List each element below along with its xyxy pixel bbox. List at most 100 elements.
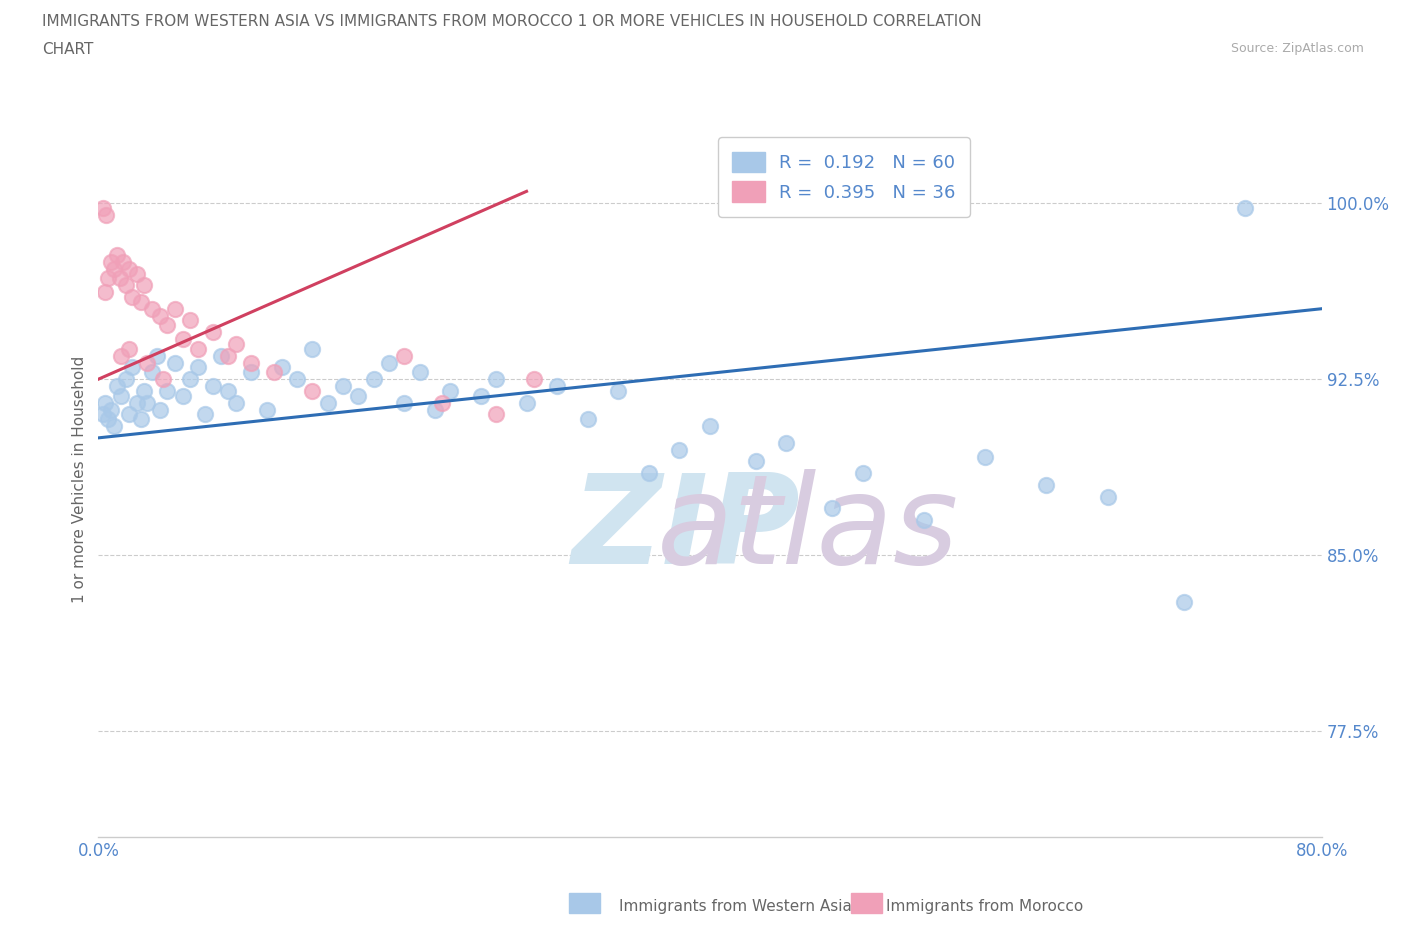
Point <box>179 372 201 387</box>
Text: atlas: atlas <box>657 469 959 590</box>
Point <box>129 412 152 427</box>
Point <box>485 372 508 387</box>
Point <box>121 289 143 304</box>
Text: ZIP: ZIP <box>571 469 800 590</box>
Point <box>93 285 115 299</box>
Point <box>576 412 599 427</box>
Point <box>516 395 538 410</box>
Point <box>105 379 128 393</box>
Point <box>97 271 120 286</box>
Point <box>1097 489 1119 504</box>
Point <box>263 365 285 379</box>
Point <box>136 395 159 410</box>
Point <box>316 395 339 410</box>
Point <box>470 388 492 403</box>
Point <box>1173 595 1195 610</box>
Point <box>108 271 131 286</box>
Point <box>392 348 416 363</box>
Point <box>637 466 661 481</box>
Point <box>347 388 370 403</box>
Text: Immigrants from Morocco: Immigrants from Morocco <box>886 899 1083 914</box>
Point <box>821 501 844 516</box>
Point <box>103 261 125 276</box>
Text: CHART: CHART <box>42 42 94 57</box>
Point <box>141 365 163 379</box>
Point <box>105 247 128 262</box>
Point <box>202 379 225 393</box>
Point <box>97 412 120 427</box>
Point <box>270 360 294 375</box>
Point <box>141 301 163 316</box>
Point <box>974 449 997 464</box>
Point <box>91 200 114 215</box>
Y-axis label: 1 or more Vehicles in Household: 1 or more Vehicles in Household <box>72 355 87 603</box>
Point <box>332 379 354 393</box>
Point <box>121 360 143 375</box>
Point <box>285 372 308 387</box>
Point <box>392 395 416 410</box>
Point <box>118 407 141 422</box>
Text: IMMIGRANTS FROM WESTERN ASIA VS IMMIGRANTS FROM MOROCCO 1 OR MORE VEHICLES IN HO: IMMIGRANTS FROM WESTERN ASIA VS IMMIGRAN… <box>42 14 981 29</box>
Point <box>115 278 138 293</box>
Point <box>136 355 159 370</box>
Point <box>607 383 630 398</box>
Point <box>134 278 156 293</box>
Point <box>115 372 138 387</box>
Point <box>94 207 117 222</box>
Point <box>256 403 278 418</box>
Point <box>103 418 125 433</box>
Point <box>111 254 134 269</box>
Point <box>100 403 122 418</box>
Point <box>93 395 115 410</box>
Point <box>149 309 172 324</box>
Point <box>523 372 546 387</box>
Point <box>745 454 768 469</box>
Point <box>187 360 209 375</box>
Point <box>423 403 446 418</box>
Text: Immigrants from Western Asia: Immigrants from Western Asia <box>619 899 852 914</box>
Point <box>91 407 114 422</box>
Point <box>110 348 132 363</box>
Point <box>125 395 148 410</box>
Point <box>1234 200 1257 215</box>
Point <box>225 395 247 410</box>
Point <box>439 383 461 398</box>
Point <box>1035 477 1057 492</box>
Point <box>172 388 194 403</box>
Point <box>145 348 167 363</box>
Point <box>301 341 323 356</box>
Point <box>775 435 797 450</box>
Point <box>378 355 401 370</box>
Point <box>118 341 141 356</box>
Point <box>187 341 209 356</box>
Point <box>546 379 568 393</box>
Text: Source: ZipAtlas.com: Source: ZipAtlas.com <box>1230 42 1364 55</box>
Point <box>240 365 263 379</box>
Point <box>163 301 186 316</box>
Point <box>485 407 508 422</box>
Point <box>156 318 179 333</box>
Point <box>163 355 186 370</box>
Point <box>363 372 385 387</box>
Point <box>852 466 875 481</box>
Point <box>668 442 690 457</box>
Point <box>912 512 935 527</box>
Point <box>100 254 122 269</box>
Point <box>432 395 454 410</box>
Point <box>217 348 239 363</box>
Point <box>209 348 232 363</box>
Point <box>408 365 430 379</box>
Point <box>149 403 172 418</box>
Legend: R =  0.192   N = 60, R =  0.395   N = 36: R = 0.192 N = 60, R = 0.395 N = 36 <box>718 137 970 217</box>
Point <box>301 383 323 398</box>
Point <box>172 332 194 347</box>
Point <box>129 294 152 309</box>
Point <box>240 355 263 370</box>
Point <box>202 325 225 339</box>
Point <box>699 418 721 433</box>
Point <box>194 407 217 422</box>
Point <box>225 337 247 352</box>
Point <box>152 372 174 387</box>
Point <box>217 383 239 398</box>
Point <box>179 313 201 328</box>
